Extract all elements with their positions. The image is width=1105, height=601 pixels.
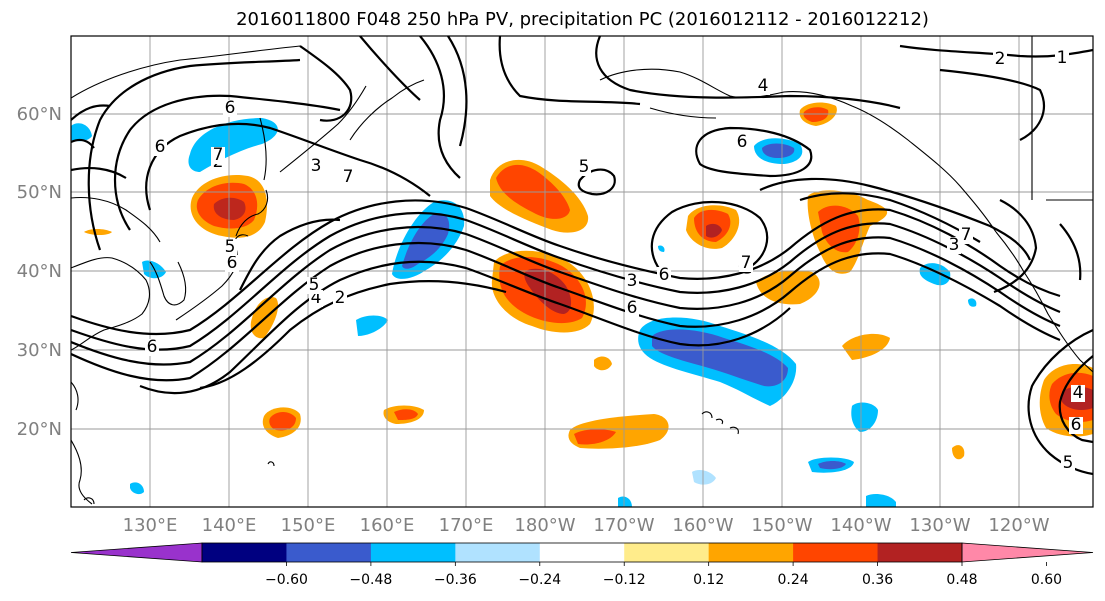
contour-label-background <box>577 159 591 176</box>
contour-label: 6 <box>147 337 158 357</box>
colorbar-bin <box>877 543 963 562</box>
contour-label-background <box>735 134 749 151</box>
longitude-label: 170°W <box>593 515 654 536</box>
longitude-label: 130°W <box>909 515 970 536</box>
longitude-label: 150°W <box>751 515 812 536</box>
colorbar-tick-label: −0.60 <box>265 572 308 588</box>
colorbar-bin <box>539 543 625 562</box>
graticule <box>71 36 1093 507</box>
colorbar-bin <box>793 543 879 562</box>
colorbar-tick-label: 0.12 <box>693 572 724 588</box>
contour-label: 5 <box>225 237 236 257</box>
colorbar-frame <box>201 542 963 563</box>
colorbar-tick-label: −0.12 <box>603 572 646 588</box>
contour-label: 3 <box>949 235 960 255</box>
contour-label: 3 <box>311 156 322 176</box>
colorbar-over-triangle <box>961 542 1094 563</box>
contour-label-background <box>145 339 159 356</box>
colorbar: −0.60 −0.48 −0.36 −0.24 −0.12 0.12 0.24 0.36 0.4… <box>70 542 1094 588</box>
contour-label-background <box>947 237 961 254</box>
contour-label: 7 <box>961 225 972 245</box>
colorbar-tick-label: 0.48 <box>946 572 977 588</box>
longitude-label: 150°E <box>281 515 336 536</box>
colorbar-bin <box>370 543 456 562</box>
colorbar-bin <box>202 543 287 562</box>
colorbar-tick-label: 0.24 <box>778 572 809 588</box>
contour-label-background <box>211 147 225 164</box>
colorbar-tick-label: −0.36 <box>434 572 477 588</box>
contour-label: 6 <box>1071 415 1082 435</box>
contour-label-background <box>756 78 770 95</box>
longitude-label: 160°E <box>360 515 415 536</box>
contour-label: 5 <box>1063 453 1074 473</box>
colorbar-tick-label: −0.24 <box>518 572 561 588</box>
pv-contours <box>71 36 1093 476</box>
longitude-label: 130°E <box>123 515 178 536</box>
contour-label-background <box>959 227 973 244</box>
colorbar-tick-label: 0.60 <box>1031 572 1062 588</box>
contour-label: 1 <box>1057 48 1068 68</box>
contour-label-background <box>333 290 347 307</box>
contour-label-background <box>625 273 639 290</box>
contour-label: 3 <box>627 271 638 291</box>
colorbar-bin <box>708 543 794 562</box>
longitude-label: 160°W <box>672 515 733 536</box>
contour-label: 6 <box>627 298 638 318</box>
contour-label: 6 <box>659 265 670 285</box>
contour-label: 6 <box>155 137 166 157</box>
contour-label-background <box>625 300 639 317</box>
contour-label: 5 <box>579 157 590 177</box>
contour-label-background <box>739 255 753 272</box>
latitude-label: 30°N <box>17 340 62 361</box>
longitude-label: 170°E <box>439 515 494 536</box>
latitude-label: 40°N <box>17 261 62 282</box>
latitude-axis: 60°N 50°N 40°N 30°N 20°N <box>17 104 62 440</box>
contour-label-background <box>309 290 323 307</box>
latitude-label: 60°N <box>17 104 62 125</box>
contour-label-background <box>657 267 671 284</box>
colorbar-bin <box>624 543 710 562</box>
contour-label-background <box>309 158 323 175</box>
contour-label-background <box>1071 385 1085 402</box>
contour-label-background <box>153 139 167 156</box>
contour-label: 5 <box>309 275 320 295</box>
contour-label: 4 <box>1073 383 1084 403</box>
contour-label: 7 <box>213 145 224 165</box>
contour-label-background <box>1069 417 1083 434</box>
coastlines <box>71 36 1093 505</box>
contour-label-background <box>225 255 239 272</box>
contour-label-background <box>223 100 237 117</box>
latitude-label: 50°N <box>17 182 62 203</box>
contour-label: 2 <box>995 49 1006 69</box>
colorbar-bin <box>455 543 541 562</box>
contour-label-background <box>993 51 1007 68</box>
longitude-label: 140°E <box>202 515 257 536</box>
contour-label-background <box>307 277 321 294</box>
contour-label: 4 <box>311 288 322 308</box>
colorbar-under-triangle <box>70 542 203 563</box>
contour-label: 6 <box>225 98 236 118</box>
longitude-label: 140°W <box>830 515 891 536</box>
longitude-axis: 130°E 140°E 150°E 160°E 170°E 180°W 170°W 160°W… <box>123 515 1050 536</box>
contour-label: 6 <box>737 132 748 152</box>
contour-label-background <box>1061 455 1075 472</box>
latitude-label: 20°N <box>17 419 62 440</box>
contour-label: 7 <box>343 167 354 187</box>
contour-label: 7 <box>741 253 752 273</box>
contour-label: 2 <box>335 288 346 308</box>
colorbar-tick-label: −0.48 <box>349 572 392 588</box>
contour-label: 4 <box>758 76 769 96</box>
map-title: 2016011800 F048 250 hPa PV, precipitatio… <box>236 9 929 30</box>
map-frame <box>70 35 1094 508</box>
contour-label-background <box>1055 50 1069 67</box>
colorbar-tick-label: 0.36 <box>862 572 893 588</box>
colorbar-bin <box>286 543 372 562</box>
contour-label-background <box>341 169 355 186</box>
longitude-label: 180°W <box>514 515 575 536</box>
longitude-label: 120°W <box>988 515 1049 536</box>
pv-contour-labels: 623764256567546367321564376 <box>145 48 1085 473</box>
contour-label-background <box>223 239 237 256</box>
contour-label: 6 <box>227 253 238 273</box>
